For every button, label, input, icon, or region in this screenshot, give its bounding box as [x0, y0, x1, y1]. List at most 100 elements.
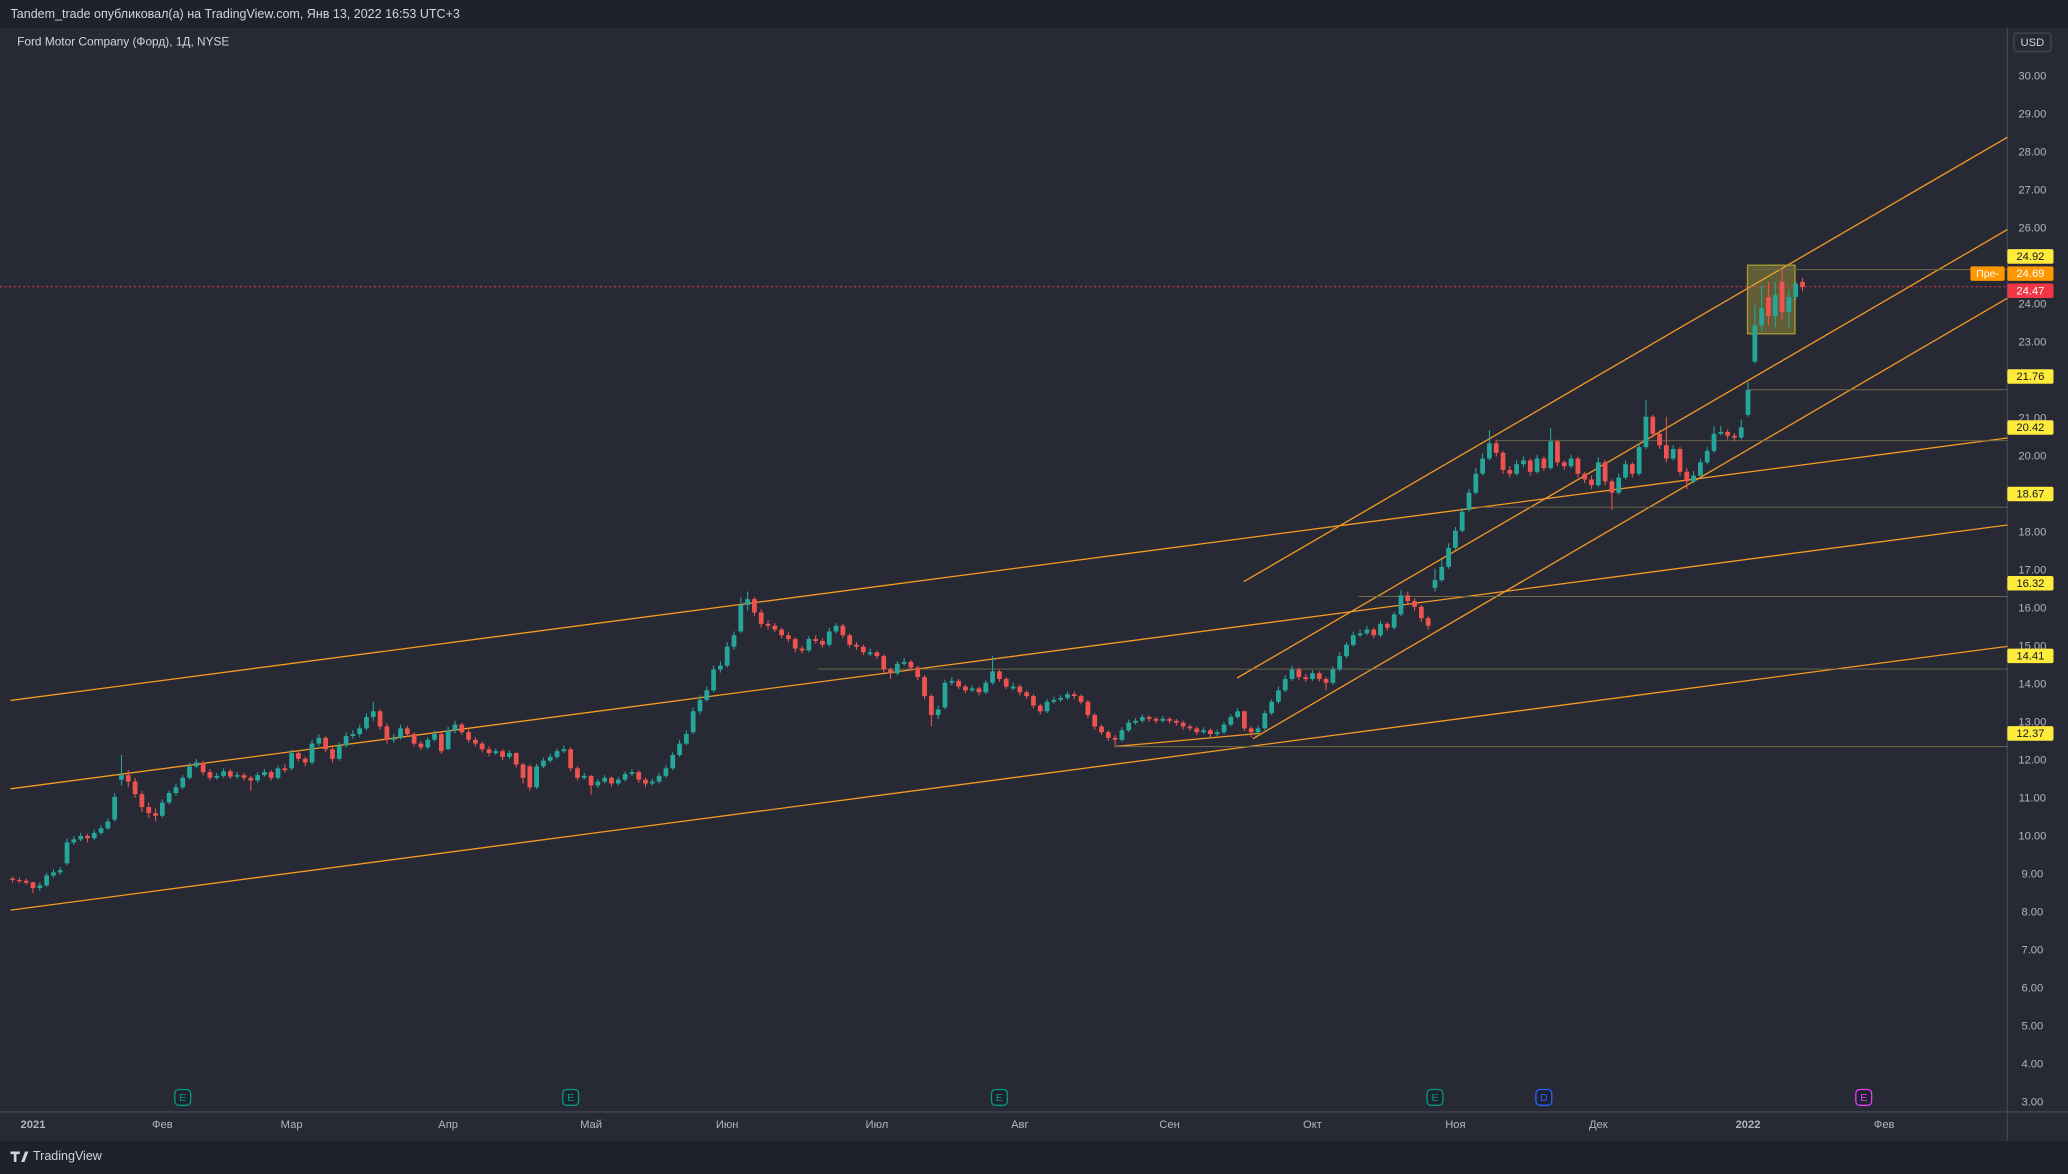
candle-body [745, 599, 750, 605]
y-tick-label: 7.00 [2021, 945, 2043, 957]
candle-body [10, 878, 15, 881]
candle-body [479, 743, 485, 750]
candle-body [1221, 724, 1227, 733]
y-tick-label: 13.00 [2018, 717, 2046, 729]
candle-body [1657, 433, 1662, 446]
candle-body [1800, 281, 1805, 287]
candle-body [1051, 699, 1057, 702]
candle-body [806, 639, 812, 651]
x-tick-label: Фев [152, 1119, 173, 1131]
event-marker[interactable]: D [1535, 1088, 1553, 1106]
x-tick-label: Ноя [1445, 1119, 1465, 1131]
candle-body [1065, 694, 1070, 698]
candle-body [1242, 711, 1247, 729]
y-tick-label: 18.00 [2018, 527, 2046, 539]
event-marker[interactable]: E [562, 1088, 580, 1106]
event-marker[interactable]: E [1855, 1088, 1873, 1106]
candle-body [1616, 477, 1622, 493]
candle-body [1017, 686, 1023, 693]
candle-body [71, 839, 77, 843]
candle-body [670, 754, 676, 769]
y-tick-label: 8.00 [2021, 907, 2043, 919]
session-tag-bg [1970, 266, 2005, 281]
candle-body [976, 688, 982, 693]
candle-body [57, 870, 63, 873]
price-label-bg [2007, 420, 2054, 435]
candle-body [561, 749, 567, 752]
candle-body [1146, 716, 1152, 719]
y-tick-label: 24.00 [2018, 299, 2046, 311]
candle-body [1296, 669, 1302, 678]
candle-body [357, 728, 363, 735]
candle-body [1078, 696, 1084, 702]
candle-body [1779, 281, 1785, 313]
candle-body [207, 772, 213, 778]
candle-body [1589, 479, 1594, 486]
candle-body [296, 753, 301, 759]
candle-body [520, 764, 526, 778]
brand-logo [10, 1151, 29, 1163]
candle-body [1623, 464, 1628, 478]
price-label: 20.42 [2016, 422, 2044, 434]
candle-body [752, 599, 757, 613]
candle-body [1208, 730, 1213, 735]
candle-body [241, 775, 247, 778]
candle-body [1119, 730, 1125, 740]
candle-body [1031, 696, 1036, 706]
candle-body [1711, 433, 1717, 451]
price-label: 24.47 [2016, 285, 2044, 297]
event-label: E [567, 1092, 574, 1104]
candle-body [1071, 694, 1077, 697]
x-tick-label: Апр [438, 1119, 458, 1131]
candle-body [1310, 673, 1315, 679]
price-label-bg [2007, 369, 2054, 384]
candle-body [1487, 443, 1492, 459]
candle-body [105, 821, 111, 829]
candle-body [282, 768, 288, 771]
candle-body [1139, 716, 1145, 721]
candle-body [786, 635, 791, 640]
candle-body [64, 842, 70, 864]
candle-body [473, 739, 478, 744]
candle-body [1003, 678, 1009, 687]
event-marker[interactable]: E [990, 1088, 1008, 1106]
candle-body [1187, 726, 1193, 729]
candle-body [1044, 701, 1050, 712]
currency-box[interactable] [2013, 32, 2052, 53]
candle-body [316, 737, 322, 744]
candle-body [1432, 580, 1438, 588]
candle-body [779, 629, 785, 636]
candle-body [1575, 458, 1581, 474]
candle-body [1276, 690, 1281, 702]
event-marker[interactable]: E [1426, 1088, 1444, 1106]
event-marker[interactable]: E [174, 1088, 192, 1106]
candle-body [364, 716, 369, 729]
candle-body [98, 828, 104, 833]
trend-line [10, 437, 2008, 702]
brand[interactable]: TradingView [33, 1149, 103, 1163]
x-tick-label: 2022 [1736, 1119, 1761, 1131]
candle-body [119, 775, 124, 780]
x-tick-label: Фев [1874, 1119, 1895, 1131]
candle-body [1058, 697, 1064, 700]
candle-body [1561, 462, 1567, 467]
candle-body [1793, 283, 1799, 297]
candle-body [956, 680, 961, 687]
price-label-bg [2007, 726, 2054, 741]
candle-body [799, 648, 805, 651]
candle-body [1269, 701, 1275, 714]
chart-title: Ford Motor Company (Форд), 1Д, NYSE [17, 34, 229, 48]
candle-body [1541, 458, 1547, 469]
candle-body [432, 734, 437, 740]
candle-body [1752, 325, 1758, 362]
candle-body [942, 682, 948, 708]
candle-body [418, 743, 424, 748]
axes: 3.00 4.00 5.00 6.00 7.00 8.00 9.00 10.00 11.00 12… [21, 71, 2054, 1131]
event-badge [174, 1088, 192, 1106]
candle-body [1180, 722, 1186, 727]
trend-line [10, 645, 2008, 911]
y-tick-label: 17.00 [2018, 565, 2046, 577]
y-tick-label: 23.00 [2018, 337, 2046, 349]
candle-body [908, 661, 914, 668]
